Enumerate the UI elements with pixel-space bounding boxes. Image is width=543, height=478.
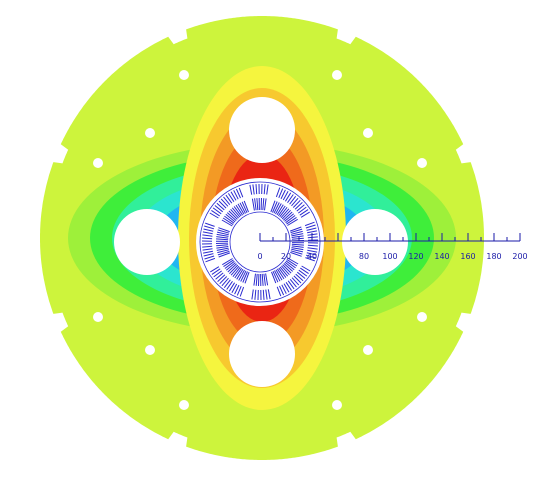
small-hole-7 [417,312,427,322]
scale-tick-label-6: 120 [408,252,423,261]
small-hole-10 [179,400,189,410]
scale-tick-label-5: 100 [382,252,397,261]
coil-block-1 [251,273,271,301]
scale-tick-label-9: 180 [486,252,501,261]
coil-block-5 [249,183,269,211]
small-hole-0 [179,70,189,80]
small-hole-9 [363,345,373,355]
coil-blocks [199,181,321,303]
small-hole-11 [332,400,342,410]
small-holes [93,70,427,410]
small-hole-1 [332,70,342,80]
center-bore [196,178,324,306]
scale-tick-label-1: 20 [281,252,291,261]
scale-bar: 0 20 40 80 100 120 140 160 180 200 [257,233,528,261]
small-hole-8 [145,345,155,355]
scale-tick-label-0: 0 [257,252,262,261]
coil-ring-1 [199,181,321,303]
left-hole [114,209,180,275]
small-hole-5 [417,158,427,168]
small-hole-4 [93,158,103,168]
coil-block-6 [270,187,310,226]
scale-tick-label-10: 200 [512,252,527,261]
coil-block-0 [271,257,311,297]
coil-block-3 [201,222,231,263]
small-hole-2 [145,128,155,138]
scale-tick-label-2: 40 [307,252,317,261]
coil-block-2 [210,258,250,297]
scale-tick-label-7: 140 [434,252,449,261]
lower-hole [229,321,295,387]
beam-holes [114,97,408,387]
coil-block-4 [209,187,249,227]
upper-hole [229,97,295,163]
small-hole-6 [93,312,103,322]
scale-tick-label-8: 160 [460,252,475,261]
coil-ring-0 [229,211,291,273]
scale-tick-label-4: 80 [359,252,369,261]
small-hole-3 [363,128,373,138]
right-hole [342,209,408,275]
